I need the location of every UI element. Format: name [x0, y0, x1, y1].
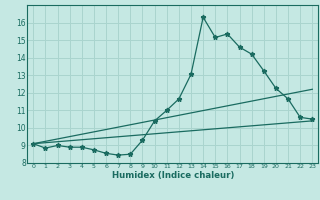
X-axis label: Humidex (Indice chaleur): Humidex (Indice chaleur) — [112, 171, 234, 180]
